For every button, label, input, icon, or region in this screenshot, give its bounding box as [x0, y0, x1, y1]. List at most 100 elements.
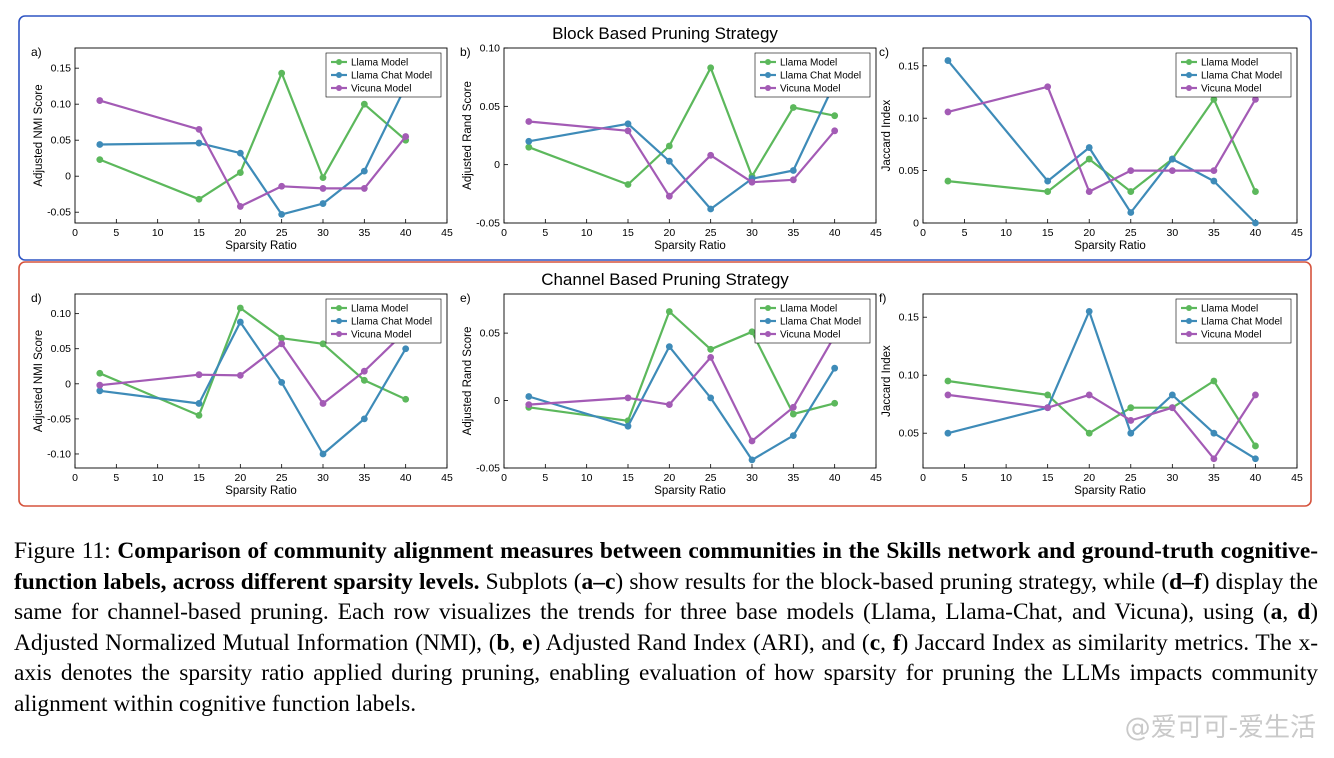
x-tick-label: 15	[1042, 227, 1054, 239]
legend: Llama Model Llama Chat Model Vicuna Model	[1175, 52, 1292, 98]
legend-label: Llama Model	[351, 304, 408, 315]
x-tick-label: 20	[1083, 472, 1095, 484]
data-point	[1127, 429, 1135, 437]
data-point	[944, 429, 952, 437]
x-axis-label: Sparsity Ratio	[654, 240, 726, 252]
data-point	[789, 410, 797, 418]
data-point	[278, 210, 286, 218]
data-point	[789, 176, 797, 184]
x-axis-label: Sparsity Ratio	[1074, 485, 1146, 497]
legend-label: Llama Chat Model	[1201, 71, 1282, 82]
data-point	[236, 203, 244, 210]
y-tick-label: 0	[494, 159, 500, 171]
caption-ref: d–f	[1169, 568, 1202, 595]
legend-swatch-marker	[1186, 85, 1192, 91]
x-tick-label: 25	[705, 227, 717, 239]
legend-swatch-marker	[765, 305, 771, 311]
legend-swatch-marker	[336, 72, 342, 78]
x-tick-label: 10	[581, 472, 593, 484]
x-tick-label: 35	[1208, 227, 1220, 239]
data-point	[1085, 308, 1093, 315]
caption-ref: a	[1270, 599, 1283, 625]
y-tick-label: 0.10	[51, 308, 72, 320]
channel-panel-title: Channel Based Pruning Strategy	[541, 270, 789, 289]
data-point	[525, 137, 533, 145]
y-tick-label: 0.10	[480, 43, 501, 55]
caption-text: ) display the same for channel-based pru…	[14, 568, 1318, 626]
data-point	[1252, 95, 1259, 103]
data-point	[831, 127, 839, 135]
legend-swatch-marker	[765, 331, 771, 337]
data-point	[1085, 188, 1093, 195]
caption-ref: c	[869, 629, 881, 656]
x-tick-label: 25	[276, 472, 288, 484]
x-tick-label: 30	[317, 227, 329, 239]
data-point	[402, 133, 410, 140]
data-point	[1085, 391, 1093, 399]
y-axis-label: Adjusted NMI Score	[33, 84, 45, 186]
y-tick-label: 0	[913, 218, 919, 230]
data-point	[1044, 188, 1052, 195]
data-point	[319, 174, 327, 182]
legend: Llama Model Llama Chat Model Vicuna Model	[754, 52, 871, 98]
subplot-letter: f)	[879, 291, 886, 305]
y-tick-label: -0.10	[47, 448, 71, 460]
plot-area	[74, 47, 448, 224]
x-tick-label: 10	[1000, 227, 1012, 239]
y-tick-label: 0.15	[51, 63, 72, 75]
x-tick-label: 5	[113, 227, 119, 239]
x-tick-label: 45	[1291, 227, 1303, 239]
data-point	[624, 394, 632, 402]
data-point	[96, 387, 104, 395]
data-point	[1252, 442, 1259, 450]
data-point	[624, 127, 632, 135]
x-tick-label: 20	[663, 472, 675, 484]
x-tick-label: 10	[1000, 472, 1012, 484]
data-point	[278, 340, 286, 348]
data-point	[944, 391, 952, 399]
data-point	[707, 353, 715, 361]
legend-label: Llama Model	[1201, 304, 1258, 315]
x-tick-label: 5	[542, 227, 548, 239]
y-tick-label: -0.05	[47, 413, 71, 425]
legend-label: Llama Model	[780, 304, 837, 315]
data-point	[1168, 404, 1176, 412]
data-point	[831, 364, 839, 372]
chart-c: 0 5 10 15 20 25 30 35 40 45 0 0.05 0.10 0.15 Sparsity …	[879, 45, 1303, 252]
subplot-letter: c)	[879, 45, 889, 59]
series-line	[947, 85, 1257, 193]
data-point	[665, 308, 673, 315]
legend-swatch-marker	[765, 72, 771, 78]
y-tick-label: 0.05	[899, 428, 920, 440]
x-tick-label: 0	[920, 472, 926, 484]
x-tick-label: 40	[400, 227, 412, 239]
caption-ref: e	[522, 629, 533, 656]
chart-b: 0 5 10 15 20 25 30 35 40 45-0.0500.050.10Sparsity…	[460, 43, 882, 253]
legend-label: Llama Model	[1201, 58, 1258, 69]
plot-area	[922, 47, 1298, 224]
data-point	[748, 328, 756, 336]
y-tick-label: -0.05	[476, 218, 500, 230]
caption-label: Figure 11:	[14, 538, 118, 564]
x-tick-label: 30	[1166, 227, 1178, 239]
data-point	[624, 120, 632, 128]
caption-ref: f	[892, 629, 901, 656]
data-point	[96, 97, 104, 104]
data-point	[96, 381, 104, 389]
x-tick-label: 30	[746, 472, 758, 484]
data-point	[665, 157, 673, 165]
caption-text: ,	[509, 629, 523, 656]
legend-label: Llama Chat Model	[351, 317, 432, 328]
data-point	[707, 151, 715, 159]
data-point	[748, 456, 756, 464]
data-point	[1210, 167, 1218, 175]
data-point	[707, 64, 715, 72]
legend-swatch-marker	[765, 59, 771, 65]
data-point	[236, 149, 244, 157]
plot-area	[74, 293, 448, 469]
data-point	[195, 195, 203, 203]
x-tick-label: 40	[1250, 472, 1262, 484]
subplot-letter: e)	[460, 291, 471, 305]
data-point	[1127, 417, 1135, 424]
data-point	[1252, 455, 1259, 463]
